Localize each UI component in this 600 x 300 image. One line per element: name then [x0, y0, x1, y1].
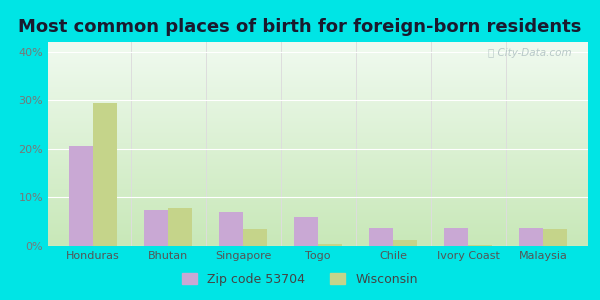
Text: Most common places of birth for foreign-born residents: Most common places of birth for foreign-…: [19, 18, 581, 36]
Bar: [168, 208, 192, 246]
Bar: [93, 103, 117, 246]
Bar: [219, 212, 243, 246]
Text: ⓘ City-Data.com: ⓘ City-Data.com: [488, 48, 572, 58]
Bar: [444, 227, 468, 246]
Bar: [144, 210, 168, 246]
Bar: [243, 229, 267, 246]
Bar: [468, 245, 492, 246]
Bar: [519, 227, 543, 246]
Bar: [393, 240, 417, 246]
Bar: [543, 229, 567, 246]
Legend: Zip code 53704, Wisconsin: Zip code 53704, Wisconsin: [177, 268, 423, 291]
Bar: [69, 146, 93, 246]
Bar: [318, 244, 342, 246]
Bar: [369, 227, 393, 246]
Bar: [294, 217, 318, 246]
